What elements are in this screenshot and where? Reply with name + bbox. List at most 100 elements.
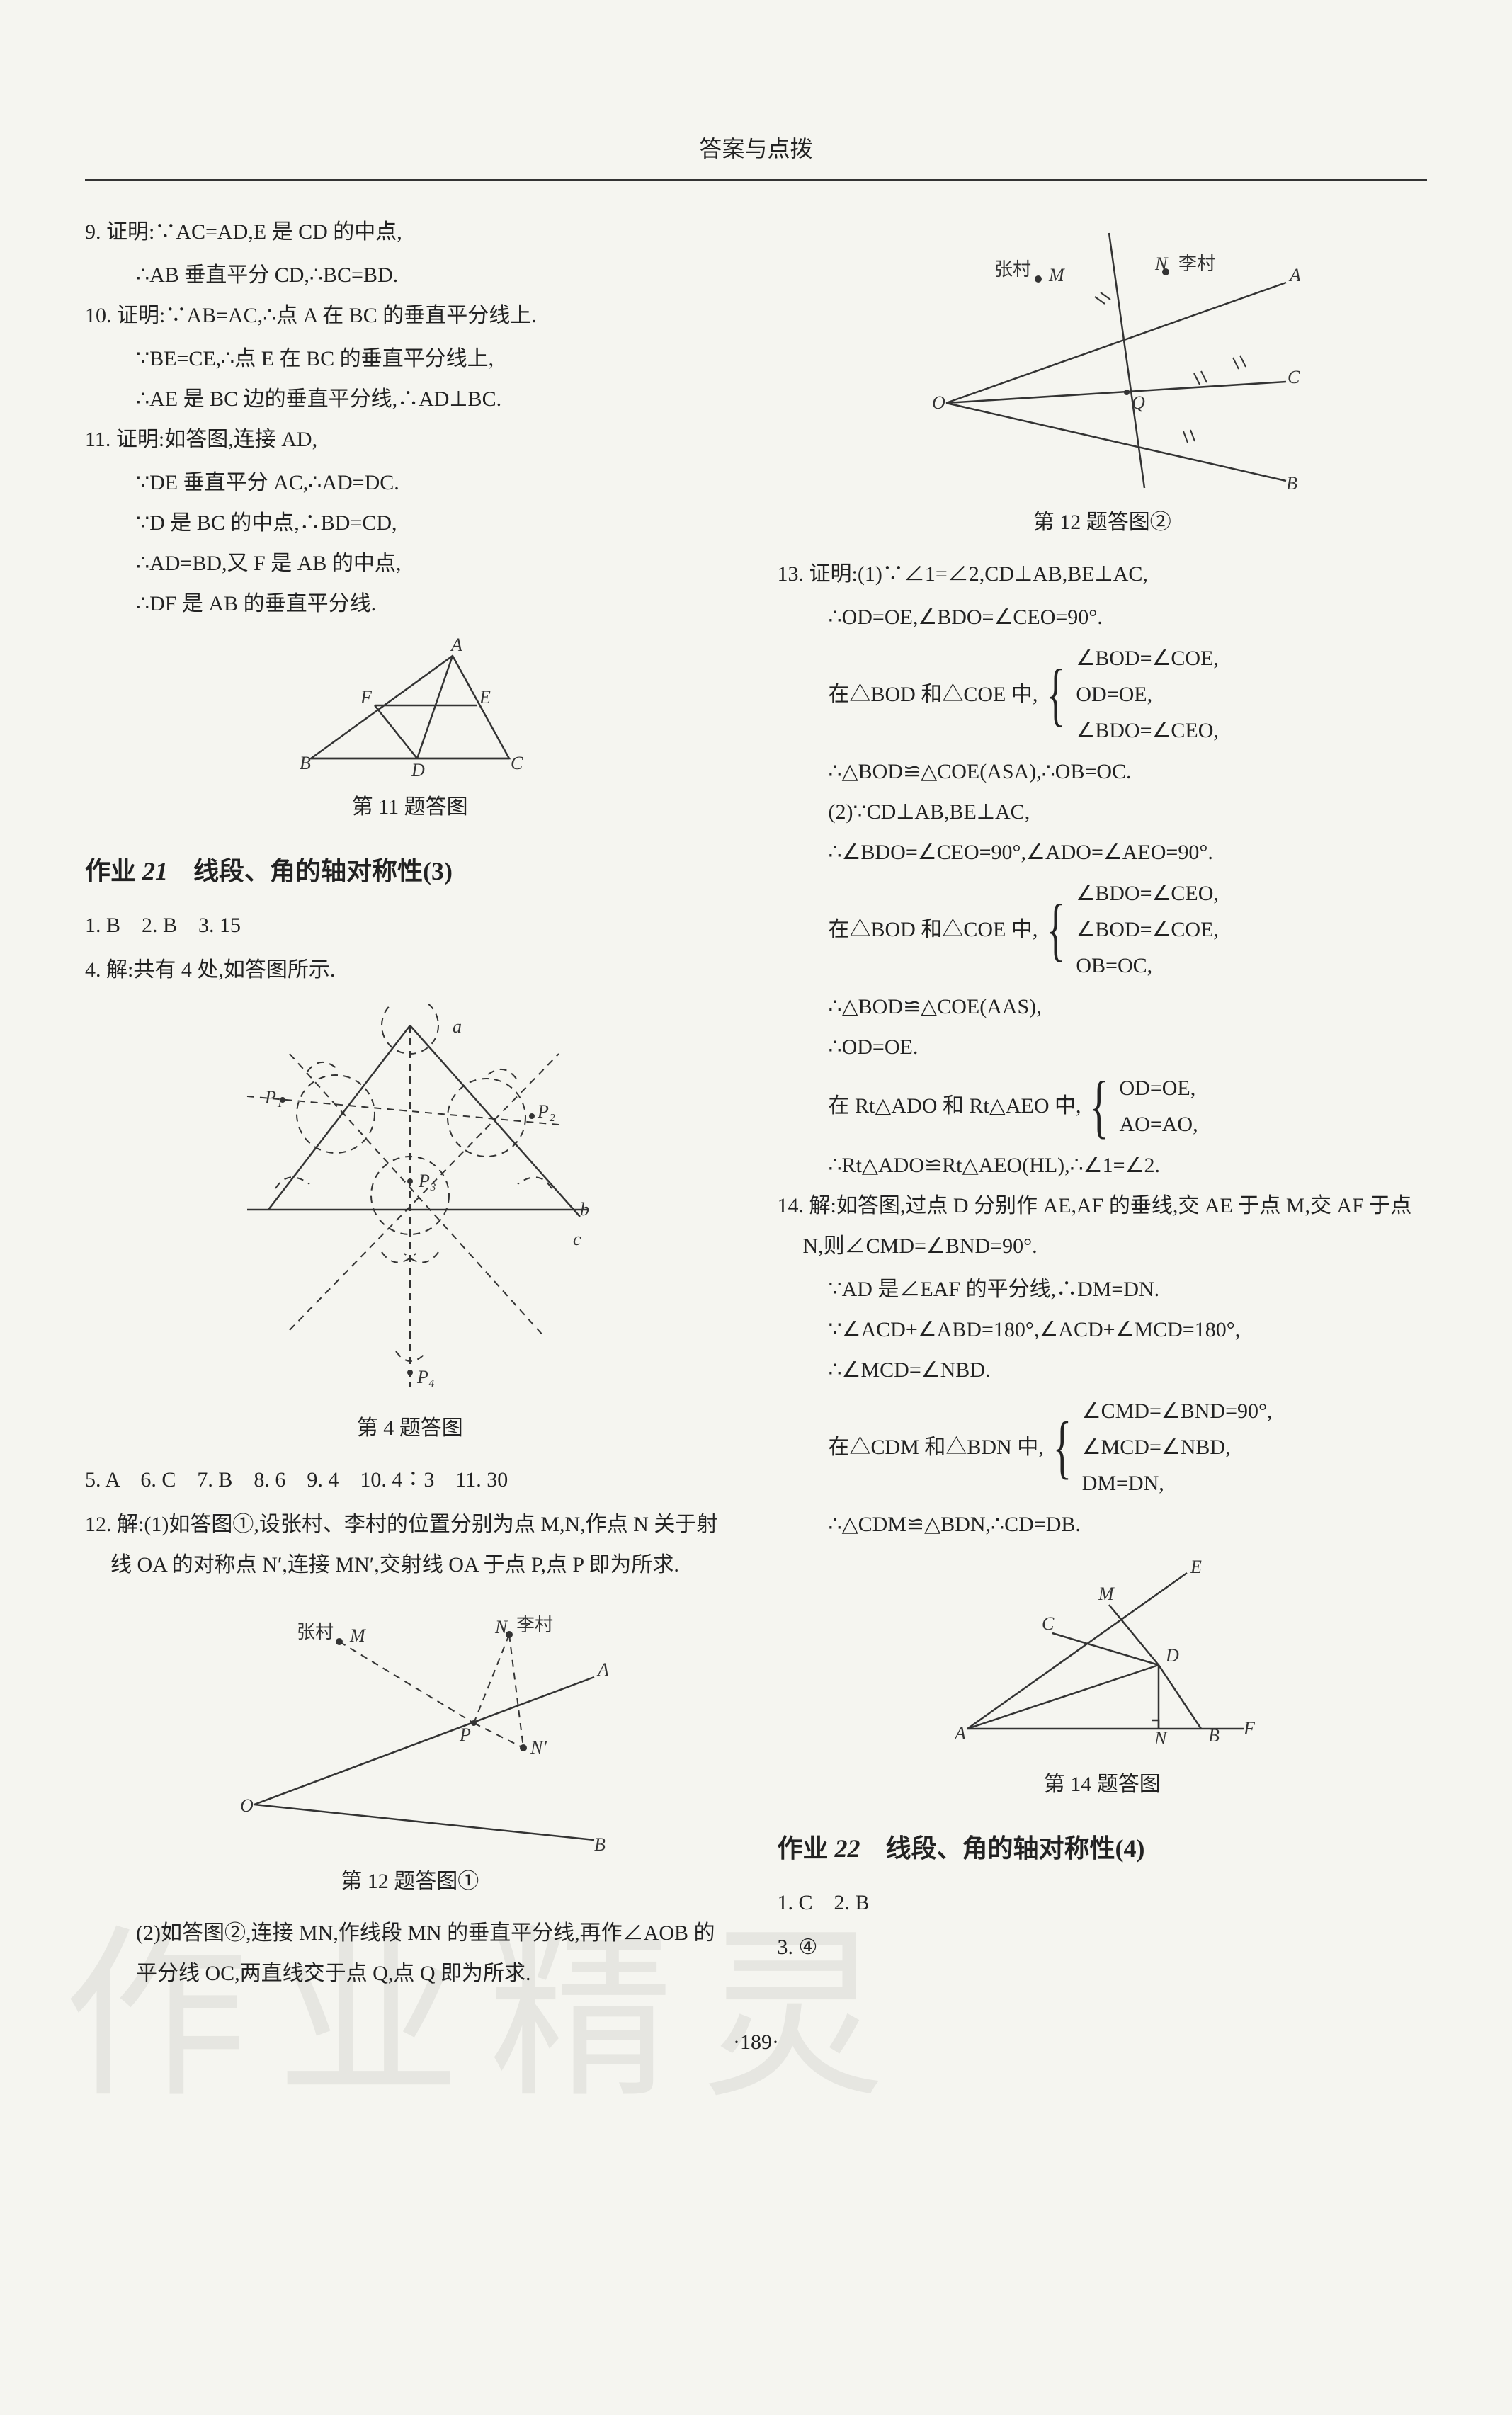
q13-l3: ∴△BOD≌△COE(ASA),∴OB=OC. [778,751,1428,792]
svg-text:P₃: P₃ [418,1171,436,1191]
fig12b-zhang: 张村 [994,259,1031,280]
q10-label: 10. 证明: [85,304,165,327]
q13-b2-lines: ∠BDO=∠CEO, ∠BOD=∠COE, OB=OC, [1076,875,1219,984]
fig12a-li: 李村 [516,1615,553,1635]
q11-l2: ∵DE 垂直平分 AC,∴AD=DC. [85,462,735,503]
section21-paren: (3) [423,857,453,885]
right-column: 张村 李村 M N A B C O Q 第 12 题答图② 13. 证明:(1)… [778,212,1428,1994]
q11-l4: ∴AD=BD,又 F 是 AB 的中点, [85,543,735,584]
q12-l2: (2)如答图②,连接 MN,作线段 MN 的垂直平分线,再作∠AOB 的平分线 … [85,1913,735,1994]
q10-l1: ∵AB=AC,∴点 A 在 BC 的垂直平分线上. [165,304,536,327]
q13-b1-c: ∠BDO=∠CEO, [1076,712,1219,749]
q14-l4: ∴∠MCD=∠NBD. [778,1350,1428,1390]
q11-label: 11. 证明: [85,428,164,451]
fig4-svg: a b c P₁ P₂ P₃ P₄ [226,1004,594,1401]
svg-text:M: M [349,1625,366,1646]
svg-text:P: P [459,1724,471,1745]
fig12a: 张村 李村 M N A B O P N′ [85,1599,735,1854]
section22-prefix: 作业 [778,1834,835,1863]
q13-b2-b: ∠BOD=∠COE, [1076,911,1219,948]
svg-text:C: C [1288,367,1300,387]
q13-l8: ∴Rt△ADO≌Rt△AEO(HL),∴∠1=∠2. [778,1145,1428,1186]
svg-text:M: M [1098,1584,1115,1604]
q13-b3-a: OD=OE, [1119,1070,1198,1106]
brace-icon: { [1047,662,1065,726]
svg-text:F: F [360,687,373,708]
svg-text:M: M [1048,265,1065,285]
q13-b3-lines: OD=OE, AO=AO, [1119,1070,1198,1142]
q14-b1-before: 在△CDM 和△BDN 中, [829,1427,1044,1467]
svg-text:B: B [1208,1725,1220,1746]
svg-text:b: b [580,1199,589,1220]
q14-b1-c: DM=DN, [1082,1465,1273,1501]
q12-label: 12. 解: [85,1513,144,1536]
section21-body: 线段、角的轴对称性 [168,857,423,885]
ans-row-1-3: 1. B 2. B 3. 15 [85,905,735,945]
q14-b1-a: ∠CMD=∠BND=90°, [1082,1393,1273,1429]
ans-row-22-12: 1. C 2. B [778,1882,1428,1923]
fig12b-li: 李村 [1178,254,1215,274]
svg-text:A: A [596,1659,608,1680]
svg-text:P₄: P₄ [416,1367,435,1387]
svg-text:A: A [450,638,462,655]
q13-l5: ∴∠BDO=∠CEO=90°,∠ADO=∠AEO=90°. [778,832,1428,873]
q13-brace1: 在△BOD 和△COE 中, { ∠BOD=∠COE, OD=OE, ∠BDO=… [778,640,1428,749]
q9-l2: ∴AB 垂直平分 CD,∴BC=BD. [85,255,735,295]
svg-text:a: a [453,1016,462,1037]
q13-b1-before: 在△BOD 和△COE 中, [829,674,1038,715]
q13-b1-lines: ∠BOD=∠COE, OD=OE, ∠BDO=∠CEO, [1076,640,1219,749]
ans-row-22-3: 3. ④ [778,1927,1428,1967]
fig12b-caption: 第 12 题答图② [778,502,1428,542]
q4-l1: 共有 4 处,如答图所示. [133,958,335,982]
svg-text:D: D [411,760,425,780]
fig12b-svg: 张村 李村 M N A B C O Q [904,226,1300,495]
q13: 13. 证明:(1)∵∠1=∠2,CD⊥AB,BE⊥AC, [778,554,1428,594]
q13-brace3: 在 Rt△ADO 和 Rt△AEO 中, { OD=OE, AO=AO, [778,1070,1428,1142]
q13-b1-b: OD=OE, [1076,676,1219,712]
fig12a-caption: 第 12 题答图① [85,1861,735,1902]
q13-brace2: 在△BOD 和△COE 中, { ∠BDO=∠CEO, ∠BOD=∠COE, O… [778,875,1428,984]
q11-l3: ∵D 是 BC 的中点,∴BD=CD, [85,503,735,543]
q13-l6: ∴△BOD≌△COE(AAS), [778,987,1428,1027]
brace-icon: { [1090,1074,1108,1138]
q13-b3-b: AO=AO, [1119,1106,1198,1142]
q9: 9. 证明:∵AC=AD,E 是 CD 的中点, [85,212,735,252]
q10-l2: ∵BE=CE,∴点 E 在 BC 的垂直平分线上, [85,339,735,379]
fig11-caption: 第 11 题答图 [85,787,735,827]
section22-num: 22 [835,1834,860,1863]
q10-l3: ∴AE 是 BC 边的垂直平分线,∴AD⊥BC. [85,379,735,419]
svg-text:F: F [1243,1718,1256,1739]
q14-l5: ∴△CDM≌△BDN,∴CD=DB. [778,1504,1428,1545]
q4: 4. 解:共有 4 处,如答图所示. [85,950,735,990]
q10: 10. 证明:∵AB=AC,∴点 A 在 BC 的垂直平分线上. [85,295,735,336]
page-header: 答案与点拨 [85,127,1427,171]
two-column-layout: 9. 证明:∵AC=AD,E 是 CD 的中点, ∴AB 垂直平分 CD,∴BC… [85,212,1427,1994]
section22-title: 作业 22 线段、角的轴对称性(4) [778,1824,1428,1873]
q9-label: 9. 证明: [85,220,154,244]
svg-text:N: N [494,1617,508,1637]
section21-prefix: 作业 [85,857,142,885]
svg-text:N: N [1154,1728,1168,1749]
q14: 14. 解:如答图,过点 D 分别作 AE,AF 的垂线,交 AE 于点 M,交… [778,1186,1428,1266]
left-column: 9. 证明:∵AC=AD,E 是 CD 的中点, ∴AB 垂直平分 CD,∴BC… [85,212,735,1994]
fig12a-svg: 张村 李村 M N A B O P N′ [212,1599,608,1854]
ans-row-5-11: 5. A 6. C 7. B 8. 6 9. 4 10. 4∶3 11. 30 [85,1460,735,1500]
section21-num: 21 [142,857,168,885]
page-number: ·189· [85,2022,1427,2062]
q14-b1-b: ∠MCD=∠NBD, [1082,1429,1273,1465]
q14-label: 14. 解: [778,1194,836,1217]
fig4-caption: 第 4 题答图 [85,1408,735,1448]
svg-text:E: E [479,687,491,708]
svg-text:A: A [1288,265,1300,285]
fig14: A B F C D E M N [778,1559,1428,1757]
svg-text:c: c [573,1229,581,1249]
svg-text:B: B [300,753,311,773]
q14-brace1: 在△CDM 和△BDN 中, { ∠CMD=∠BND=90°, ∠MCD=∠NB… [778,1393,1428,1501]
q13-l2: ∴OD=OE,∠BDO=∠CEO=90°. [778,597,1428,637]
svg-text:C: C [511,753,523,773]
fig12a-zhang: 张村 [297,1622,334,1642]
svg-text:C: C [1042,1613,1055,1634]
brace-icon: { [1053,1415,1072,1479]
q13-b2-c: OB=OC, [1076,948,1219,984]
q13-b1-a: ∠BOD=∠COE, [1076,640,1219,676]
